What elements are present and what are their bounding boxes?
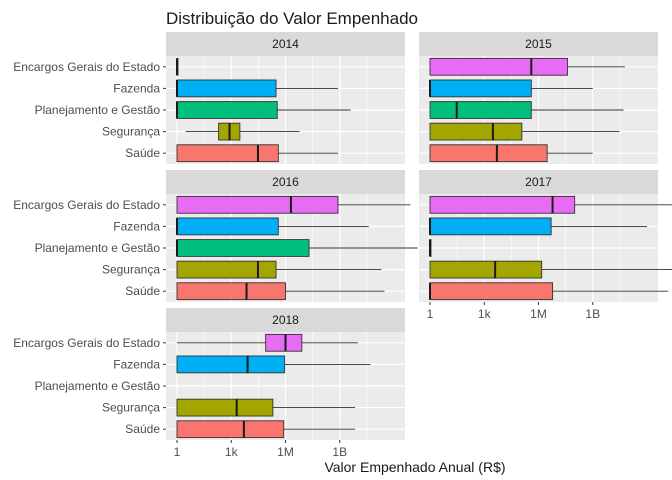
facet-2018-box-saude xyxy=(176,420,285,439)
facet-2018-x-tick-label-1k: 1k xyxy=(225,445,239,459)
facet-2015-strip-label: 2015 xyxy=(525,37,552,51)
facet-2017-x-tick-label-1k: 1k xyxy=(478,307,492,321)
facet-2014-box-fazenda xyxy=(176,79,277,98)
facet-2018-box-seguranca xyxy=(176,398,274,417)
facet-2017-strip xyxy=(419,170,658,194)
facet-2016-box-saude xyxy=(176,282,286,301)
plot-area: 2014 Encargos Gerais do Estado Fazenda Plan… xyxy=(13,32,672,459)
facet-2014-label-seguranca: Segurança xyxy=(102,125,160,139)
facet-2018-box-fazenda xyxy=(176,355,286,374)
facet-2018-label-fazenda: Fazenda xyxy=(113,357,160,371)
facet-2018-strip xyxy=(166,308,405,332)
facet-2017-box-encargos-gerais-do-estado xyxy=(429,195,576,214)
facet-2016-box-planejamento-e-gestao xyxy=(176,239,310,257)
facet-2016-box-seguranca xyxy=(176,260,277,279)
facet-2016-label-seguranca: Segurança xyxy=(102,263,160,277)
facet-2017-x-tick-label-1m: 1M xyxy=(530,307,547,321)
facet-2018-label-seguranca: Segurança xyxy=(102,401,160,415)
facet-2018-x-tick-label-1b: 1B xyxy=(332,445,347,459)
x-axis-title: Valor Empenhado Anual (R$) xyxy=(324,459,505,475)
facet-2016-label-fazenda: Fazenda xyxy=(113,219,160,233)
facet-2017-box-saude xyxy=(429,282,554,301)
facet-2016-box-encargos-gerais-do-estado xyxy=(176,195,339,214)
facet-2018-label-saude: Saúde xyxy=(125,422,160,436)
facet-2014-label-saude: Saúde xyxy=(125,146,160,160)
facet-2018-x-tick-label-1m: 1M xyxy=(277,445,294,459)
facet-2018-label-planejamento-e-gestao: Planejamento e Gestão xyxy=(35,379,161,393)
facet-2015-box-planejamento-e-gestao xyxy=(429,101,532,119)
facet-2017-x-tick-label-1: 1 xyxy=(427,307,434,321)
facet-2018-label-encargos-gerais-do-estado: Encargos Gerais do Estado xyxy=(13,336,160,350)
facet-2014-strip-label: 2014 xyxy=(272,37,299,51)
facet-2017-x-tick-label-1b: 1B xyxy=(585,307,600,321)
facet-2014-box-planejamento-e-gestao xyxy=(176,101,278,119)
facet-2014-label-encargos-gerais-do-estado: Encargos Gerais do Estado xyxy=(13,60,160,74)
facet-2016-strip-label: 2016 xyxy=(272,175,299,189)
facet-2015-box-saude xyxy=(429,144,548,163)
facet-2014-box-saude xyxy=(176,144,279,163)
facet-2018-strip-label: 2018 xyxy=(272,313,299,327)
facet-2018-x-tick-label-1: 1 xyxy=(174,445,181,459)
facet-2015-strip xyxy=(419,32,658,56)
facet-2018-box-encargos-gerais-do-estado xyxy=(265,333,303,352)
facet-2015-box-encargos-gerais-do-estado xyxy=(429,57,568,76)
facet-2015-box-fazenda xyxy=(429,79,532,98)
facet-2017-box-fazenda xyxy=(429,217,552,236)
facet-2014-label-fazenda: Fazenda xyxy=(113,81,160,95)
facet-2017-strip-label: 2017 xyxy=(525,175,552,189)
facet-2016-label-encargos-gerais-do-estado: Encargos Gerais do Estado xyxy=(13,198,160,212)
facet-2016-strip xyxy=(166,170,405,194)
facet-2014-strip xyxy=(166,32,405,56)
facet-2015-box-seguranca xyxy=(429,122,523,141)
facet-2014-label-planejamento-e-gestao: Planejamento e Gestão xyxy=(35,103,161,117)
facet-2017-box-seguranca xyxy=(429,260,543,279)
facet-2016-label-planejamento-e-gestao: Planejamento e Gestão xyxy=(35,241,161,255)
facet-2016-box-fazenda xyxy=(176,217,279,236)
facet-2016-label-saude: Saúde xyxy=(125,284,160,298)
chart-title: Distribuição do Valor Empenhado xyxy=(166,9,418,28)
